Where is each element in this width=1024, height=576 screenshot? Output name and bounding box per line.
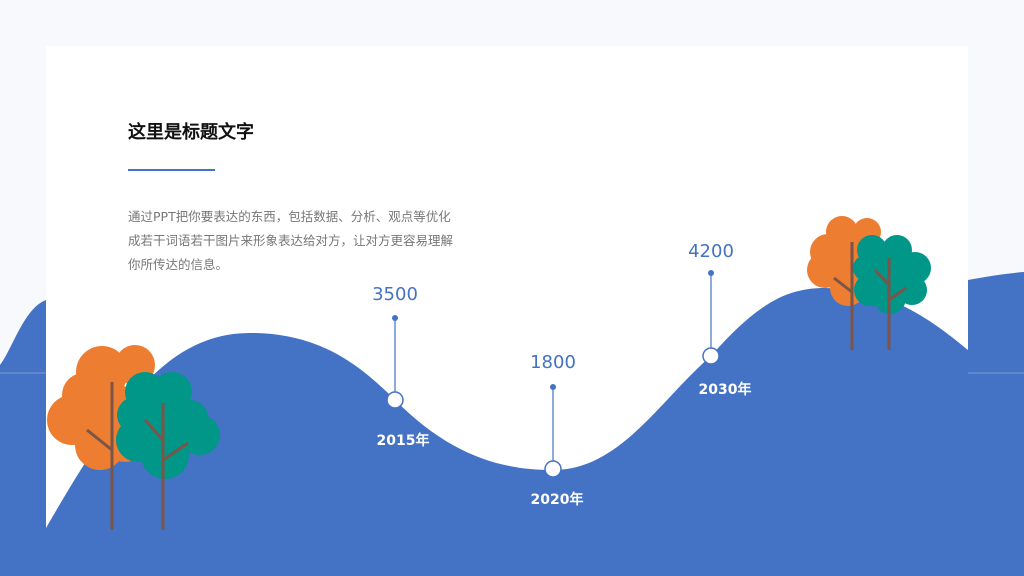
title-underline (128, 169, 215, 171)
timeline-year: 2020年 (531, 491, 584, 508)
marker-dot (708, 270, 714, 276)
tree-teal-right (853, 235, 931, 350)
marker-dot (550, 384, 556, 390)
timeline-year: 2030年 (699, 381, 752, 398)
timeline-value: 1800 (530, 352, 576, 373)
slide-body-text: 通过PPT把你要表达的东西，包括数据、分析、观点等优化成若干词语若干图片来形象表… (128, 209, 454, 272)
timeline-node (702, 347, 720, 365)
left-hill (0, 300, 46, 576)
slide-title: 这里是标题文字 (128, 122, 254, 143)
wave-hill (46, 288, 968, 528)
ground (0, 528, 1024, 576)
tree-orange-left (47, 345, 155, 530)
timeline-year: 2015年 (377, 432, 430, 449)
timeline-value: 3500 (372, 284, 418, 305)
timeline-value: 4200 (688, 241, 734, 262)
marker-dot (392, 315, 398, 321)
timeline-node (544, 460, 562, 478)
right-hill (968, 272, 1024, 576)
tree-teal-left (116, 372, 220, 530)
timeline-node (386, 391, 404, 409)
